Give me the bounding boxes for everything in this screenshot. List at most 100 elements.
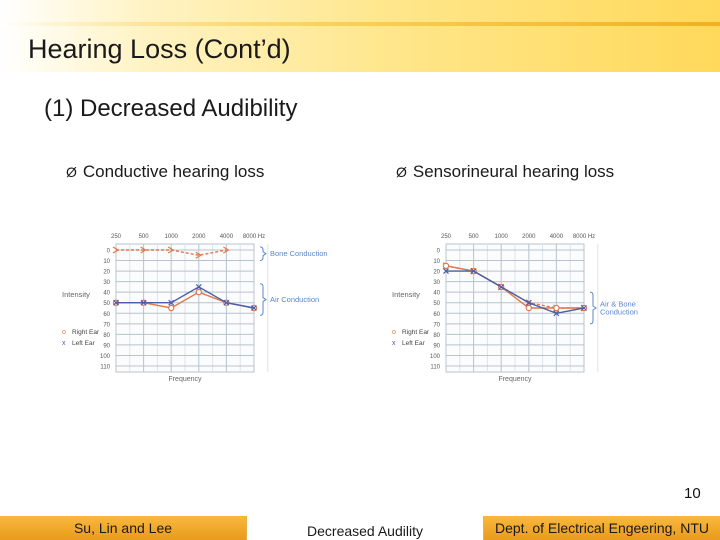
x-tick-label: 1000 — [495, 234, 509, 240]
air-conduction-bracket — [259, 283, 267, 316]
y-tick-label: 80 — [433, 333, 440, 339]
x-tick-label: 1000 — [165, 234, 179, 240]
series-line — [446, 270, 585, 314]
x-tick-label: 250 — [111, 234, 122, 240]
x-tick-label: 4000 — [550, 234, 564, 240]
audiogram-sensorineural: 0 10 20 30 40 50 60 70 80 90 100 110 250 500 1000 2000 4… — [388, 222, 678, 392]
y-tick-label: 100 — [100, 354, 111, 360]
left-ear-marker — [113, 299, 119, 306]
x-axis-label: Frequency — [168, 376, 202, 383]
bone-conduction-bracket — [259, 246, 267, 262]
footer-authors-text: Su, Lin and Lee — [73, 520, 173, 536]
right-ear-marker — [195, 288, 202, 296]
x-tick-label: 2000 — [522, 234, 536, 240]
y-tick-label: 70 — [433, 322, 440, 328]
bullet-conductive: Ø Conductive hearing loss — [66, 162, 264, 182]
x-tick-label: 4000 — [220, 234, 234, 240]
y-tick-label: 0 — [107, 249, 111, 255]
left-ear-marker — [195, 283, 202, 290]
y-tick-label: 10 — [103, 259, 110, 265]
title-bar — [0, 0, 720, 72]
right-ear-marker — [167, 304, 175, 312]
bone-conduction-label: Bone Conduction — [270, 249, 328, 258]
left-ear-marker — [581, 305, 587, 311]
legend-left-ear: Left Ear — [402, 340, 426, 347]
footer-topic: Decreased Audility — [246, 516, 484, 540]
y-tick-label: 110 — [100, 365, 110, 371]
left-ear-marker — [168, 299, 175, 306]
footer: Su, Lin and Lee Decreased Audility Dept.… — [0, 516, 720, 540]
bone-marker — [195, 251, 202, 259]
y-tick-label: 90 — [433, 343, 440, 349]
right-ear-marker — [525, 304, 532, 312]
legend-right-ear-symbol: o — [62, 329, 66, 336]
left-ear-marker — [140, 299, 147, 306]
y-tick-label: 0 — [437, 249, 441, 255]
left-ear-marker — [498, 283, 505, 290]
air-bone-conduction-label: Conduction — [600, 308, 638, 317]
air-bone-conduction-label: Air & Bone — [600, 300, 636, 309]
left-ear-marker — [223, 299, 230, 306]
x-tick-label: 250 — [441, 234, 452, 240]
bone-marker — [112, 246, 120, 254]
y-tick-label: 70 — [103, 322, 110, 328]
y-tick-label: 80 — [103, 333, 110, 339]
y-tick-label: 60 — [103, 312, 110, 318]
series-line — [116, 286, 255, 309]
legend-left-ear: Left Ear — [72, 340, 96, 347]
audiogram-svg: 0 10 20 30 40 50 60 70 80 90 100 110 250 500 1000 2000 4… — [62, 234, 328, 383]
left-ear-marker — [251, 305, 257, 311]
y-axis-label: Intensity — [392, 290, 420, 299]
left-ear-marker — [525, 299, 532, 306]
y-axis-label: Intensity — [62, 290, 90, 299]
x-tick-label: 500 — [139, 234, 150, 240]
x-axis-label: Frequency — [498, 376, 532, 383]
y-tick-label: 30 — [433, 280, 440, 286]
audiogram-conductive: 0 10 20 30 40 50 60 70 80 90 100 110 250 500 1000 2000 4… — [58, 222, 348, 392]
y-tick-label: 30 — [103, 280, 110, 286]
bone-marker — [167, 246, 175, 254]
left-ear-marker — [553, 310, 560, 317]
legend-right-ear: Right Ear — [72, 329, 100, 336]
y-tick-label: 40 — [433, 291, 440, 297]
x-tick-label: 8000 Hz — [243, 234, 265, 240]
title-stripe — [0, 22, 720, 26]
left-ear-marker — [443, 268, 449, 275]
footer-department: Dept. of Electrical Engeering, NTU — [484, 516, 720, 540]
y-tick-label: 50 — [433, 301, 440, 307]
bone-marker — [140, 246, 147, 254]
y-tick-label: 90 — [103, 343, 110, 349]
y-tick-label: 50 — [103, 301, 110, 307]
y-tick-label: 100 — [430, 354, 441, 360]
y-tick-label: 110 — [430, 365, 440, 371]
air-conduction-label: Air Conduction — [270, 295, 319, 304]
footer-authors: Su, Lin and Lee — [0, 516, 246, 540]
x-tick-label: 2000 — [192, 234, 206, 240]
x-tick-label: 8000 Hz — [573, 234, 595, 240]
page-number: 10 — [684, 485, 701, 502]
legend-left-ear-symbol: x — [392, 340, 396, 347]
y-tick-label: 60 — [433, 312, 440, 318]
bullet-label: Sensorineural hearing loss — [412, 162, 615, 181]
bullet-arrow-icon: Ø — [396, 164, 407, 180]
footer-department-text: Dept. of Electrical Engeering, NTU — [495, 520, 709, 536]
subtitle: (1) Decreased Audibility — [44, 95, 298, 122]
series-line — [116, 249, 227, 256]
footer-topic-text: Decreased Audility — [307, 523, 423, 539]
air-bone-conduction-bracket — [589, 291, 597, 325]
right-ear-marker — [442, 262, 450, 270]
y-tick-label: 20 — [103, 270, 110, 276]
y-tick-label: 20 — [433, 270, 440, 276]
x-tick-label: 500 — [469, 234, 480, 240]
bone-marker — [223, 246, 230, 254]
left-ear-marker — [470, 268, 477, 275]
bullet-arrow-icon: Ø — [66, 164, 77, 180]
legend-right-ear-symbol: o — [392, 329, 396, 336]
bullet-label: Conductive hearing loss — [82, 162, 265, 181]
right-ear-marker — [553, 304, 560, 312]
legend-right-ear: Right Ear — [402, 329, 430, 336]
series-line — [445, 265, 584, 309]
y-tick-label: 10 — [433, 259, 440, 265]
audiogram-svg: 0 10 20 30 40 50 60 70 80 90 100 110 250 500 1000 2000 4… — [392, 234, 638, 383]
y-tick-label: 40 — [103, 291, 110, 297]
